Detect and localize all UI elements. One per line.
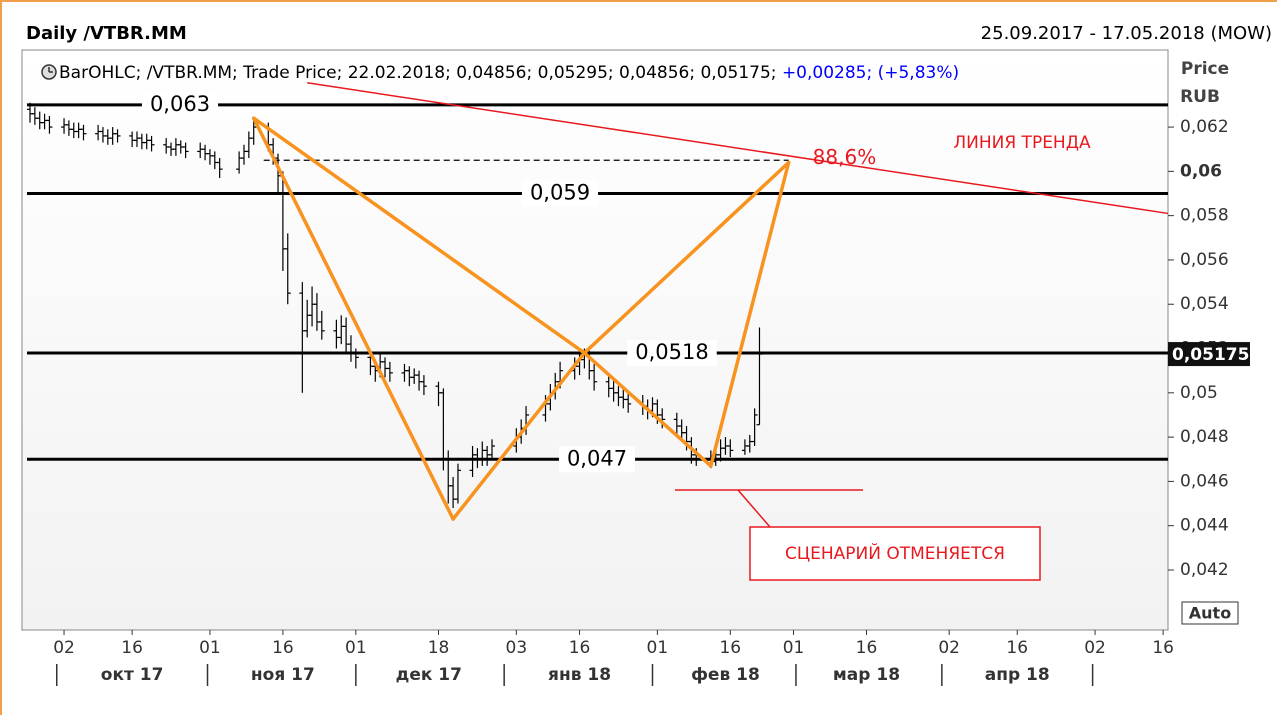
x-tick-label: 18 <box>428 638 450 658</box>
x-tick-label: 16 <box>272 638 294 658</box>
axis-label: RUB <box>1180 87 1220 107</box>
month-label: дек 17 <box>396 665 462 685</box>
annotations: СЦЕНАРИЙ ОТМЕНЯЕТСЯ <box>675 489 1041 581</box>
x-tick-label: 16 <box>1006 638 1028 658</box>
x-tick-label: 16 <box>719 638 741 658</box>
scale-button-label[interactable]: Auto <box>1189 604 1231 623</box>
pattern-leg <box>251 116 455 521</box>
y-tick-label: 0,042 <box>1180 560 1229 580</box>
x-tick-label: 02 <box>1084 638 1106 658</box>
y-tick-label: 0,058 <box>1180 206 1229 226</box>
y-tick-label: 0,046 <box>1180 471 1229 491</box>
month-label: мар 18 <box>833 665 900 685</box>
level-label-bg <box>521 180 599 207</box>
date-range: 25.09.2017 - 17.05.2018 (MOW) <box>981 23 1272 44</box>
trend-label: ЛИНИЯ ТРЕНДА <box>953 133 1091 153</box>
pattern-leg <box>582 351 713 468</box>
level-label-bg <box>558 446 636 473</box>
pattern-leg <box>251 116 587 355</box>
x-tick-label: 16 <box>121 638 143 658</box>
y-tick-label: 0,06 <box>1180 161 1222 181</box>
month-label: фев 18 <box>691 665 760 685</box>
y-tick-label: 0,062 <box>1180 117 1229 137</box>
x-tick-label: 03 <box>506 638 528 658</box>
level-label: 0,0518 <box>635 340 708 364</box>
chart-title: Daily /VTBR.MM <box>26 23 187 44</box>
last-price-label: 0,05175 <box>1172 345 1249 365</box>
legend-text: BarOHLC; /VTBR.MM; Trade Price; 22.02.20… <box>59 63 777 83</box>
x-tick-label: 01 <box>199 638 221 658</box>
month-label: ноя 17 <box>251 665 315 685</box>
change-text: +0,00285; (+5,83%) <box>782 63 959 83</box>
x-tick-label: 16 <box>856 638 878 658</box>
y-tick-label: 0,056 <box>1180 250 1229 270</box>
last-price-box <box>1168 342 1250 367</box>
x-tick-label: 01 <box>647 638 669 658</box>
x-tick-label: 16 <box>569 638 591 658</box>
axis-label: Price <box>1181 59 1229 79</box>
y-tick-label: 0,054 <box>1180 294 1229 314</box>
level-label-bg <box>627 339 717 366</box>
x-tick-label: 01 <box>345 638 367 658</box>
pattern-leg <box>709 160 791 468</box>
trend-line <box>307 82 1169 215</box>
callout-connector <box>737 489 771 528</box>
month-label: апр 18 <box>985 665 1050 685</box>
y-tick-label: 0,048 <box>1180 427 1229 447</box>
level-label: 0,047 <box>567 446 627 470</box>
legend: BarOHLC; /VTBR.MM; Trade Price; 22.02.20… <box>41 63 959 83</box>
legend-text: BarOHLC; /VTBR.MM; Trade Price; 22.02.20… <box>59 63 959 83</box>
x-tick-label: 02 <box>938 638 960 658</box>
scale-button[interactable] <box>1181 601 1239 625</box>
y-tick-label: 0,044 <box>1180 516 1229 536</box>
month-label: янв 18 <box>548 665 611 685</box>
pattern-leg <box>582 160 791 355</box>
x-tick-label: 16 <box>1152 638 1174 658</box>
x-tick-label: 01 <box>783 638 805 658</box>
x-tick-label: 02 <box>53 638 75 658</box>
month-label: окт 17 <box>101 665 164 685</box>
callout-box <box>749 526 1041 581</box>
level-label-bg <box>141 91 219 118</box>
ratio-label: 88,6% <box>813 145 877 169</box>
pattern-leg <box>451 351 587 521</box>
level-label: 0,059 <box>530 181 590 205</box>
level-label: 0,063 <box>150 92 210 116</box>
callout-text: СЦЕНАРИЙ ОТМЕНЯЕТСЯ <box>785 542 1005 564</box>
y-tick-label: 0,05 <box>1180 383 1218 403</box>
